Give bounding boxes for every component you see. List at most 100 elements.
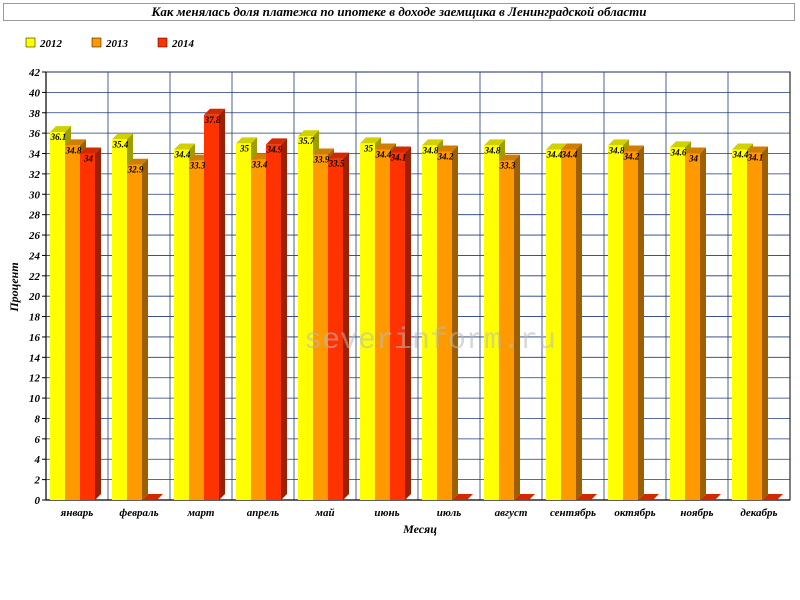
data-label: 34.8 [484,145,501,155]
bar-2014-декабрь [762,494,783,500]
bar-front [685,153,700,500]
bar-2014-июль [452,494,473,500]
bar-front [127,164,142,500]
data-label: 35 [239,143,250,153]
bar-top [762,494,783,500]
bar-2013-февраль [127,158,148,500]
bar-2014-февраль [142,494,163,500]
bar-side [95,147,101,500]
y-tick-label: 16 [29,332,41,344]
bar-front [747,152,762,500]
bar-front [390,152,405,500]
legend-label-2013: 2013 [105,38,129,50]
bar-top [452,494,473,500]
y-tick-label: 26 [28,230,41,242]
x-tick-label: ноябрь [680,507,713,519]
bar-top [127,158,148,165]
x-axis-title: Месяц [402,522,437,536]
bar-side [281,138,287,500]
bar-top [142,494,163,500]
x-tick-label: июнь [374,507,399,519]
bar-front [112,139,127,500]
data-label: 34.4 [546,149,563,159]
bar-front [189,160,204,500]
bar-top [174,143,195,150]
data-label: 34.1 [747,153,764,163]
data-label: 34.4 [375,149,392,159]
x-tick-label: май [314,507,334,519]
bar-top [204,108,225,115]
bar-front [546,149,561,500]
data-label: 32.9 [127,165,144,175]
bar-top [608,139,629,146]
y-tick-label: 18 [29,312,41,324]
bar-top [50,126,71,133]
data-label: 36.1 [50,132,67,142]
bar-top [638,494,659,500]
bar-front [623,151,638,500]
data-label: 34.4 [732,149,749,159]
bar-front [80,153,95,500]
data-label: 33.4 [251,160,268,170]
bar-front [422,145,437,500]
bar-top [298,130,319,137]
bar-front [204,114,219,501]
bar-top [112,133,133,140]
bar-top [375,143,396,150]
y-tick-label: 28 [28,210,41,222]
bar-front [484,145,499,500]
bar-top [499,154,520,161]
bar-2013-октябрь [623,145,644,500]
y-tick-label: 10 [29,393,41,405]
x-tick-label: февраль [119,507,158,519]
y-axis-title: Процент [7,262,21,312]
data-label: 34.4 [174,149,191,159]
bar-top [623,145,644,152]
x-tick-label: декабрь [740,507,777,519]
y-tick-label: 14 [29,352,41,364]
bar-front [65,145,80,500]
data-label: 34.6 [670,147,687,157]
data-label: 34.4 [561,149,578,159]
bar-2014-апрель [266,138,287,500]
y-tick-label: 0 [35,495,41,507]
bar-2014-август [514,494,535,500]
x-tick-label: апрель [247,507,279,519]
data-label: 34.8 [608,145,625,155]
x-tick-label: август [495,507,528,519]
legend-swatch-2012 [25,37,36,48]
bar-front [50,132,65,500]
legend-swatch-2013 [91,37,102,48]
data-label: 34 [688,154,699,164]
bar-top [561,143,582,150]
bar-side [343,152,349,500]
data-label: 34.2 [623,151,640,161]
bar-2013-декабрь [747,146,768,500]
y-tick-label: 36 [28,128,41,140]
data-label: 37.8 [204,115,221,125]
chart-title: Как менялась доля платежа по ипотеке в д… [3,3,795,21]
data-label: 34.2 [437,151,454,161]
bar-top [514,494,535,500]
bar-top [484,139,505,146]
bar-front [670,147,685,500]
bar-2014-июнь [390,146,411,500]
bar-front [360,143,375,501]
bar-front [561,149,576,500]
y-tick-label: 30 [28,189,41,201]
bar-2013-август [499,154,520,500]
bar-top [700,494,721,500]
bar-top [313,148,334,155]
data-label: 33.5 [328,159,345,169]
bar-top [670,141,691,148]
legend-swatch-2014 [157,37,168,48]
x-axis: январь февраль март апрель май июнь июль август… [46,499,790,519]
y-tick-label: 2 [34,475,41,487]
data-label: 33.3 [189,161,206,171]
grid [45,71,791,501]
bar-2014-март [204,108,225,501]
legend-label-2012: 2012 [39,38,63,50]
bar-front [437,151,452,500]
bar-top [65,139,86,146]
x-tick-label: сентябрь [550,507,596,519]
